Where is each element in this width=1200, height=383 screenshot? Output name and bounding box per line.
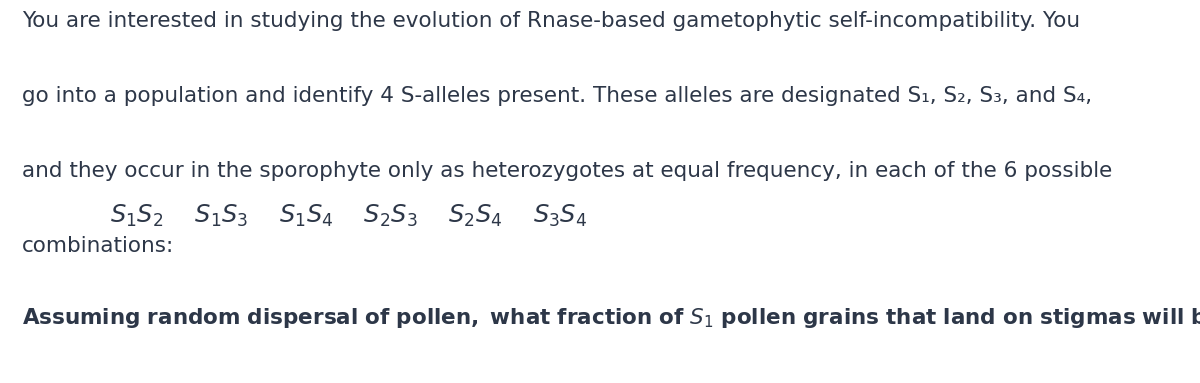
Text: $S_1S_2$    $S_1S_3$    $S_1S_4$    $S_2S_3$    $S_2S_4$    $S_3S_4$: $S_1S_2$ $S_1S_3$ $S_1S_4$ $S_2S_3$ $S_2… [110, 203, 588, 229]
Text: and they occur in the sporophyte only as heterozygotes at equal frequency, in ea: and they occur in the sporophyte only as… [22, 161, 1112, 181]
Text: go into a population and identify 4 S-alleles present. These alleles are designa: go into a population and identify 4 S-al… [22, 86, 1092, 106]
Text: combinations:: combinations: [22, 236, 174, 255]
Text: $\mathbf{Assuming\ random\ dispersal\ of\ pollen,\ what\ fraction\ of\ }$$\mathi: $\mathbf{Assuming\ random\ dispersal\ of… [22, 306, 1200, 331]
Text: $\mathbf{able\ to\ fertilize\ ovules\ in\ this\ population?\ Why?}$: $\mathbf{able\ to\ fertilize\ ovules\ in… [22, 381, 598, 383]
Text: You are interested in studying the evolution of Rnase-based gametophytic self-in: You are interested in studying the evolu… [22, 11, 1080, 31]
